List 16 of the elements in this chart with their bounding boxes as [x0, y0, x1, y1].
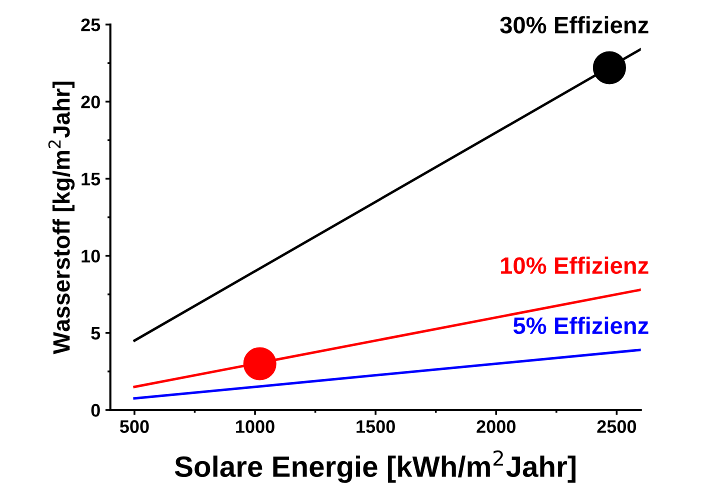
x-tick-label: 1000: [236, 420, 274, 433]
y-tick-label: 25: [81, 18, 100, 32]
x-tick-label: 2500: [597, 420, 636, 433]
series-label: 5% Effizienz: [513, 316, 648, 334]
x-axis-title: Solare Energie [kWh/m$^{2}$Jahr]: [174, 450, 576, 483]
series-label: 10% Effizienz: [501, 256, 648, 274]
y-tick-label: 0: [91, 404, 100, 417]
series-label: 30% Effizienz: [500, 16, 648, 34]
y-axis-title: Wasserstoff [kg/m$^{2}$Jahr]: [48, 82, 75, 354]
y-tick-label: 10: [82, 250, 100, 263]
y-tick-label: 15: [82, 172, 100, 186]
x-tick-label: 500: [120, 420, 149, 433]
x-tick-label: 1500: [356, 420, 395, 433]
y-tick-label: 5: [91, 327, 100, 340]
y-tick-label: 20: [81, 96, 100, 108]
x-tick-label: 2000: [476, 420, 516, 433]
